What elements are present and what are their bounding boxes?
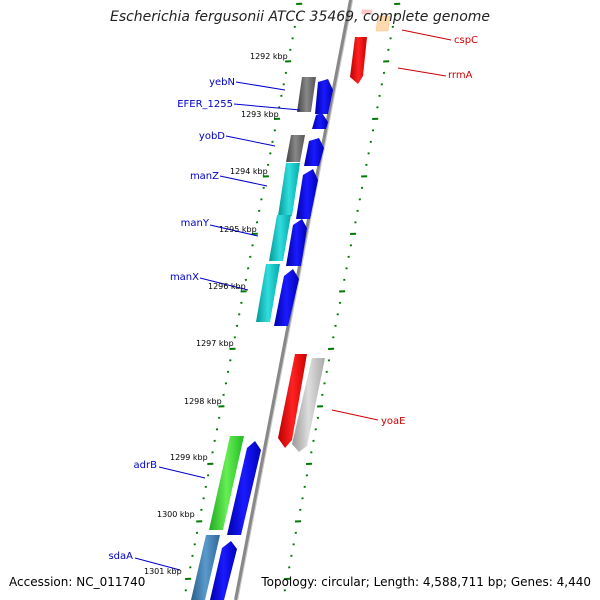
gene-label-manz[interactable]: manZ — [190, 171, 219, 182]
length-value: 4,588,711 bp — [422, 575, 503, 589]
gene-label-manx[interactable]: manX — [170, 272, 199, 283]
gene-label-efer1255[interactable]: EFER_1255 — [177, 99, 233, 110]
gene-label-sdaa[interactable]: sdaA — [108, 551, 133, 562]
topology-label: Topology: — [261, 575, 318, 589]
gene-label-rrma[interactable]: rrmA — [448, 70, 473, 81]
scale-label: 1299 kbp — [170, 453, 208, 462]
scale-label: 1293 kbp — [241, 110, 279, 119]
gene-manx[interactable] — [274, 269, 299, 326]
gene-sdaa[interactable] — [210, 541, 237, 600]
gene-yobd[interactable] — [304, 138, 324, 166]
gene-yobd-block[interactable] — [286, 135, 305, 162]
gene-rrma[interactable] — [350, 37, 367, 84]
gene-manz[interactable] — [296, 169, 318, 219]
genes-label: Genes: — [510, 575, 553, 589]
gene-manx-block[interactable] — [256, 264, 280, 322]
scale-labels: 1292 kbp 1293 kbp 1294 kbp 1295 kbp 1296… — [144, 52, 288, 576]
scale-label: 1297 kbp — [196, 339, 234, 348]
genes-value: 4,440 — [556, 575, 591, 589]
backbone-highlight — [237, 0, 354, 600]
gene-manz-block[interactable] — [278, 163, 300, 216]
accession-info: Accession: NC_011740 — [9, 575, 145, 589]
gene-adrb[interactable] — [227, 441, 261, 535]
gene-yoae-neighbor[interactable] — [292, 358, 325, 452]
gene-cspc-neighbor[interactable] — [375, 15, 391, 32]
gene-many[interactable] — [286, 219, 307, 266]
scale-label: 1301 kbp — [144, 567, 182, 576]
scale-label: 1295 kbp — [219, 225, 257, 234]
scale-label: 1296 kbp — [208, 282, 246, 291]
gene-features — [191, 9, 391, 600]
scale-label: 1294 kbp — [230, 167, 268, 176]
length-label: Length: — [373, 575, 420, 589]
gene-adrb-block[interactable] — [209, 436, 244, 530]
gene-yebn[interactable] — [315, 79, 333, 114]
gene-yebn-block[interactable] — [297, 77, 316, 112]
scale-label: 1292 kbp — [250, 52, 288, 61]
scale-ticks-reverse — [283, 2, 401, 592]
gene-many-block[interactable] — [269, 215, 291, 261]
gene-label-yobd[interactable]: yobD — [199, 131, 225, 142]
gene-yoae[interactable] — [278, 354, 307, 448]
accession-label: Accession: — [9, 575, 73, 589]
gene-efer1255[interactable] — [312, 113, 328, 129]
gene-cspc[interactable] — [361, 9, 373, 15]
gene-label-yoae[interactable]: yoaE — [381, 416, 405, 427]
genome-summary: Topology: circular; Length: 4,588,711 bp… — [261, 575, 591, 589]
gene-label-yebn[interactable]: yebN — [209, 77, 235, 88]
gene-sdaa-block[interactable] — [191, 535, 220, 600]
map-title: Escherichia fergusonii ATCC 35469, compl… — [109, 9, 491, 25]
gene-label-adrb[interactable]: adrB — [134, 460, 158, 471]
gene-label-cspc[interactable]: cspC — [454, 35, 478, 46]
scale-ticks-forward — [184, 2, 303, 592]
accession-value: NC_011740 — [76, 575, 146, 589]
scale-label: 1298 kbp — [184, 397, 222, 406]
topology-value: circular — [321, 575, 366, 589]
scale-label: 1300 kbp — [157, 510, 195, 519]
gene-label-many[interactable]: manY — [181, 218, 210, 229]
label-leader-lines — [134, 29, 452, 571]
gene-labels: yebN EFER_1255 yobD manZ manY manX adrB … — [108, 35, 478, 562]
